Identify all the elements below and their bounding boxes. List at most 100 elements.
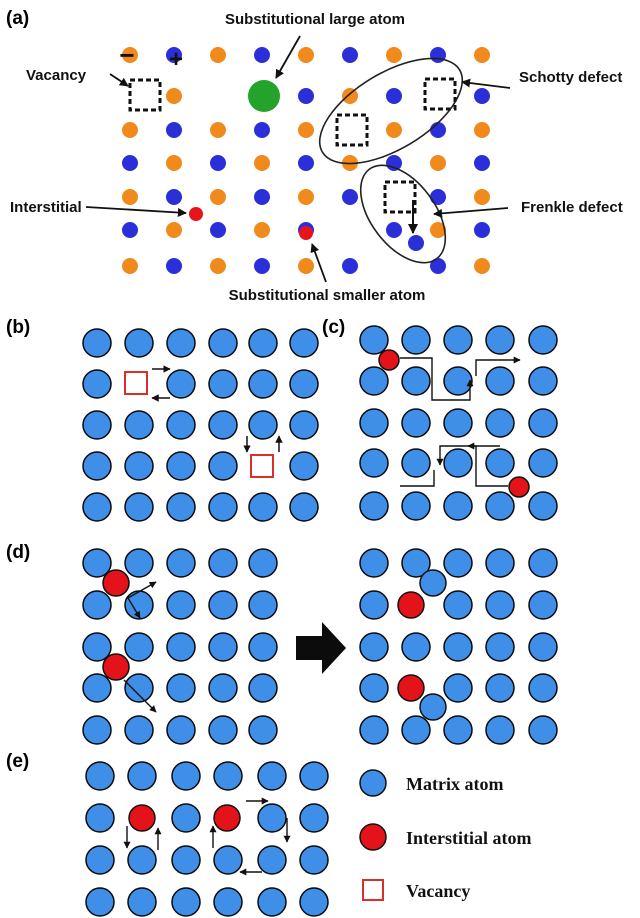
anion: [474, 189, 490, 205]
matrix-atom: [528, 590, 558, 620]
matrix-atom: [208, 451, 238, 481]
label-vacancy: Vacancy: [26, 67, 87, 84]
legend-interstitial-atom-label: Interstitial atom: [406, 828, 531, 848]
cation: [342, 47, 358, 63]
push-arrow-d2: [123, 679, 157, 713]
panel-a-defects: − +: [85, 35, 511, 283]
matrix-atom: [289, 328, 319, 358]
anion: [474, 122, 490, 138]
interstitial-atom-d3: [397, 591, 425, 619]
matrix-atom: [82, 715, 112, 745]
matrix-atom: [485, 590, 515, 620]
matrix-atom: [171, 845, 201, 875]
matrix-lattice-d-before: [82, 548, 278, 745]
matrix-atom: [528, 448, 558, 478]
legend-vacancy-label: Vacancy: [406, 881, 470, 901]
anion: [210, 189, 226, 205]
matrix-atom: [213, 845, 243, 875]
matrix-atom: [528, 366, 558, 396]
matrix-atom: [485, 632, 515, 662]
matrix-atom: [85, 761, 115, 791]
panel-b-vacancy-diffusion: (b): [6, 317, 319, 522]
label-frenkel: Frenkle defect: [521, 199, 623, 216]
matrix-atom: [359, 491, 389, 521]
cation: [342, 189, 358, 205]
matrix-atom: [124, 548, 154, 578]
matrix-atom: [82, 673, 112, 703]
matrix-lattice-e: [85, 761, 329, 917]
anion: [298, 189, 314, 205]
vacancy-b1: [124, 371, 148, 395]
matrix-atom: [171, 887, 201, 917]
anion: [386, 47, 402, 63]
matrix-atom: [124, 715, 154, 745]
matrix-atom: [124, 492, 154, 522]
matrix-atom: [208, 590, 238, 620]
matrix-atom: [171, 761, 201, 791]
matrix-atom: [289, 410, 319, 440]
matrix-atom: [248, 632, 278, 662]
panel-c-interstitial-diffusion: (c): [322, 317, 558, 521]
cation: [298, 88, 314, 104]
interstitial-atom-d2: [102, 653, 130, 681]
panel-e-interstitial-exchange: (e): [6, 751, 329, 917]
matrix-atom: [208, 548, 238, 578]
panel-a-ionic-crystal: (a) − +: [6, 8, 623, 304]
matrix-atom: [124, 410, 154, 440]
cation: [386, 155, 402, 171]
matrix-atom: [166, 369, 196, 399]
matrix-atom: [208, 632, 238, 662]
schottky-ellipse: [318, 57, 464, 165]
schottky-vacancy-2: [423, 77, 457, 111]
cation: [166, 258, 182, 274]
arrow-frenkel: [433, 207, 509, 218]
anion: [210, 47, 226, 63]
anion: [298, 47, 314, 63]
matrix-atom: [359, 590, 389, 620]
anion: [210, 122, 226, 138]
legend-interstitial-atom-icon: [359, 823, 387, 851]
matrix-atom: [248, 590, 278, 620]
schottky-vacancy-1: [335, 113, 369, 147]
substitutional-small-atom: [299, 226, 313, 240]
matrix-atom: [124, 673, 154, 703]
panel-b-overlay: [124, 365, 283, 478]
interstitial-atom-d4: [397, 674, 425, 702]
matrix-atom: [528, 632, 558, 662]
matrix-atom: [85, 887, 115, 917]
cation: [210, 222, 226, 238]
matrix-atom: [248, 369, 278, 399]
matrix-atom: [401, 548, 431, 578]
anion: [122, 258, 138, 274]
anion: [342, 88, 358, 104]
matrix-atom: [248, 673, 278, 703]
matrix-atom: [208, 369, 238, 399]
matrix-atom: [401, 408, 431, 438]
displaced-matrix-atom-d2: [419, 693, 447, 721]
interstitial-atom-e2: [213, 804, 241, 832]
matrix-atom: [82, 369, 112, 399]
matrix-atom: [359, 448, 389, 478]
matrix-atom: [299, 761, 329, 791]
anion: [122, 189, 138, 205]
matrix-atom: [213, 761, 243, 791]
arrow-interstitial: [85, 206, 187, 218]
matrix-atom: [248, 328, 278, 358]
ionic-lattice: [122, 47, 490, 274]
frenkel-ellipse: [359, 164, 447, 264]
matrix-atom: [208, 410, 238, 440]
matrix-atom: [257, 761, 287, 791]
matrix-atom: [166, 328, 196, 358]
cation: [386, 88, 402, 104]
matrix-atom: [82, 451, 112, 481]
matrix-atom: [359, 715, 389, 745]
arrow-small-atom: [310, 243, 327, 283]
matrix-atom: [82, 328, 112, 358]
cation: [254, 189, 270, 205]
matrix-atom: [124, 451, 154, 481]
legend: Matrix atom Interstitial atom Vacancy: [359, 769, 531, 901]
matrix-atom: [82, 548, 112, 578]
cation: [430, 258, 446, 274]
cation: [430, 47, 446, 63]
cation: [342, 258, 358, 274]
